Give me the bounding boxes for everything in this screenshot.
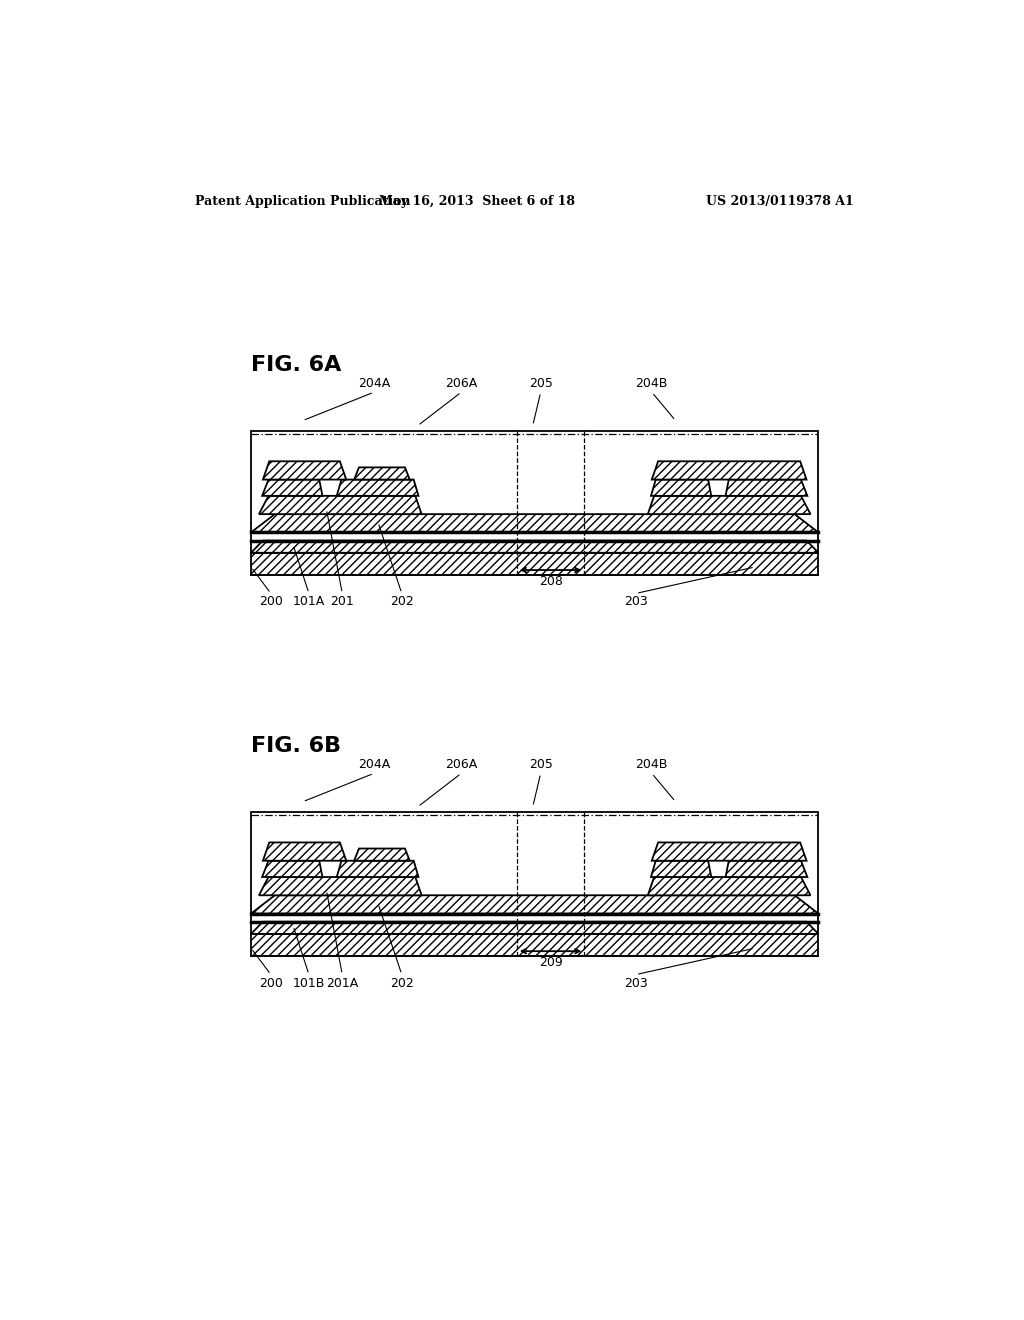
Text: 203: 203 xyxy=(624,595,648,609)
Text: 201A: 201A xyxy=(327,977,358,990)
Text: 204B: 204B xyxy=(636,378,668,391)
Text: 101B: 101B xyxy=(293,977,326,990)
Polygon shape xyxy=(337,861,419,876)
Text: 205: 205 xyxy=(528,378,553,391)
Bar xyxy=(251,812,818,956)
Polygon shape xyxy=(652,842,807,861)
Text: 201: 201 xyxy=(331,595,354,609)
Polygon shape xyxy=(354,849,410,861)
Text: Patent Application Publication: Patent Application Publication xyxy=(196,194,411,207)
Polygon shape xyxy=(652,461,807,479)
Text: 206A: 206A xyxy=(445,758,477,771)
Text: 205: 205 xyxy=(528,758,553,771)
Bar xyxy=(251,430,818,576)
Text: 204A: 204A xyxy=(358,758,390,771)
Text: 203: 203 xyxy=(624,977,648,990)
Polygon shape xyxy=(648,876,811,895)
Text: FIG. 6B: FIG. 6B xyxy=(251,737,341,756)
Text: 200: 200 xyxy=(259,977,283,990)
Polygon shape xyxy=(651,861,712,876)
Text: 204A: 204A xyxy=(358,378,390,391)
Polygon shape xyxy=(259,496,422,513)
Polygon shape xyxy=(648,496,811,513)
Text: 202: 202 xyxy=(390,977,414,990)
Bar xyxy=(251,935,818,956)
Text: 204B: 204B xyxy=(636,758,668,771)
Text: 208: 208 xyxy=(539,576,562,589)
Text: 202: 202 xyxy=(390,595,414,609)
Text: US 2013/0119378 A1: US 2013/0119378 A1 xyxy=(707,194,854,207)
Polygon shape xyxy=(726,479,807,496)
Polygon shape xyxy=(251,513,818,532)
Polygon shape xyxy=(262,479,323,496)
Polygon shape xyxy=(263,461,346,479)
Polygon shape xyxy=(263,842,346,861)
Polygon shape xyxy=(726,861,807,876)
Polygon shape xyxy=(262,861,323,876)
Text: 200: 200 xyxy=(259,595,283,609)
Bar xyxy=(251,553,818,576)
Text: FIG. 6A: FIG. 6A xyxy=(251,355,341,375)
Polygon shape xyxy=(337,479,419,496)
Text: 101A: 101A xyxy=(293,595,325,609)
Polygon shape xyxy=(651,479,712,496)
Text: 206A: 206A xyxy=(445,378,477,391)
Polygon shape xyxy=(259,876,422,895)
Text: May 16, 2013  Sheet 6 of 18: May 16, 2013 Sheet 6 of 18 xyxy=(379,194,575,207)
Polygon shape xyxy=(354,467,410,479)
Text: 209: 209 xyxy=(539,956,562,969)
Polygon shape xyxy=(251,895,818,913)
